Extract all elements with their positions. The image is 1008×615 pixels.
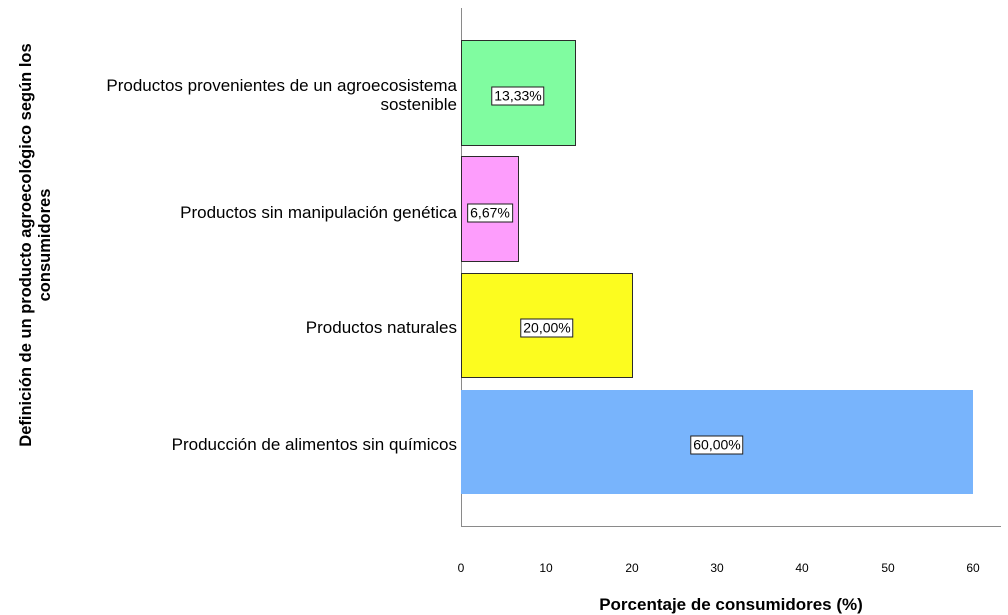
bar-naturales [461,273,633,378]
category-label-naturales: Productos naturales [305,318,457,337]
x-tick-10: 10 [539,561,553,575]
bar-chart: Definición de un producto agroecológico … [17,8,1001,614]
y-axis-title: Definición de un producto agroecológico … [17,43,54,447]
value-label-agroecosistema: 13,33% [491,86,545,106]
x-tick-30: 30 [710,561,724,575]
x-tick-50: 50 [881,561,895,575]
y-axis-line [461,8,462,527]
x-tick-0: 0 [457,561,465,575]
value-label-naturales: 20,00% [520,318,574,338]
x-tick-40: 40 [795,561,809,575]
value-label-sin-manipulacion: 6,67% [467,203,513,223]
x-tick-60: 60 [966,561,980,575]
category-label-agroecosistema: Productos provenientes de un agroecosist… [106,76,457,114]
x-axis-line [461,526,1001,527]
x-axis-title: Porcentaje de consumidores (%) [599,595,863,614]
category-label-sin-quimicos: Producción de alimentos sin químicos [171,435,457,454]
value-label-sin-quimicos: 60,00% [690,435,744,455]
category-label-sin-manipulacion: Productos sin manipulación genética [180,203,457,222]
x-tick-20: 20 [625,561,639,575]
